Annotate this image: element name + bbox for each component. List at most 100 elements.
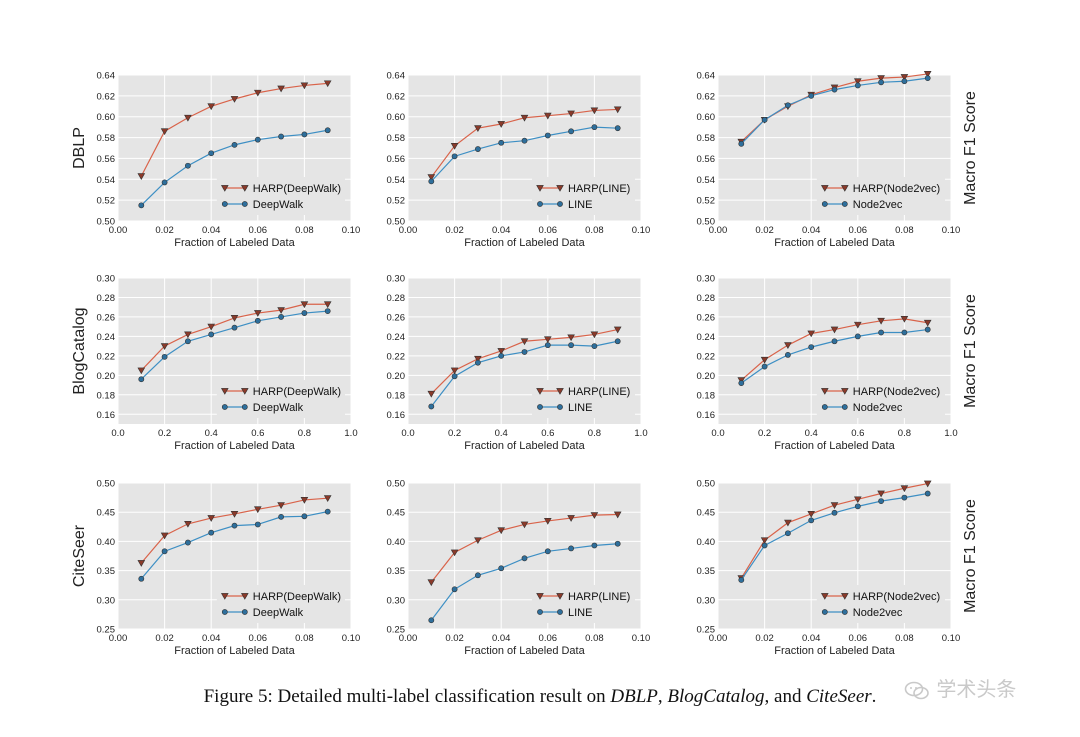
- data-point: [498, 352, 505, 359]
- x-tick-label: 0.00: [399, 633, 418, 644]
- x-tick-label: 0.10: [942, 633, 961, 644]
- y-tick-label: 0.22: [697, 351, 716, 362]
- y-tick-label: 0.30: [697, 595, 716, 606]
- legend-marker: [557, 404, 563, 410]
- data-point: [451, 586, 458, 593]
- data-point: [520, 114, 529, 122]
- data-point: [451, 153, 458, 160]
- data-point: [161, 548, 168, 555]
- data-point: [877, 317, 885, 325]
- figure-caption: Figure 5: Detailed multi-label classific…: [0, 686, 1080, 708]
- legend-label: LINE: [568, 402, 592, 414]
- x-tick-label: 0.2: [158, 428, 171, 439]
- data-point: [324, 127, 331, 134]
- legend-marker: [537, 609, 543, 615]
- data-point: [184, 539, 191, 546]
- legend: HARP(DeepWalk) DeepWalk: [216, 585, 345, 623]
- x-tick-label: 0.10: [342, 225, 361, 236]
- data-point: [808, 344, 815, 351]
- x-tick-label: 1.0: [634, 428, 647, 439]
- legend-marker: [840, 388, 849, 395]
- x-tick-label: 0.8: [898, 428, 911, 439]
- data-point: [520, 338, 529, 346]
- data-point: [137, 560, 146, 567]
- data-point: [591, 542, 598, 549]
- data-point: [138, 575, 145, 582]
- data-point: [300, 82, 309, 90]
- legend-marker: [557, 609, 563, 615]
- y-tick-label: 0.60: [97, 112, 116, 123]
- legend-marker: [240, 593, 249, 600]
- legend-marker: [841, 201, 848, 207]
- data-point: [784, 519, 792, 527]
- data-point: [924, 490, 931, 497]
- chart-panel-6: 0.0 0.2 0.4 0.6 0.8 1.0 0.16 0.18 0.20 0.22 0.24 0.…: [697, 274, 980, 453]
- data-point: [760, 537, 769, 545]
- y-tick-label: 0.58: [387, 133, 406, 144]
- x-tick-label: 0.6: [251, 428, 264, 439]
- x-tick-label: 0.10: [632, 633, 651, 644]
- legend-marker: [820, 388, 829, 395]
- data-point: [184, 114, 192, 122]
- data-point: [450, 549, 459, 557]
- data-point: [924, 326, 931, 333]
- y-tick-label: 0.30: [97, 274, 116, 285]
- x-tick-label: 0.6: [851, 428, 864, 439]
- y-tick-label: 0.62: [697, 91, 716, 102]
- data-point: [900, 315, 909, 323]
- data-point: [254, 136, 261, 143]
- x-tick-label: 1.0: [944, 428, 957, 439]
- data-point: [474, 355, 482, 363]
- legend-label: Node2vec: [853, 402, 903, 414]
- data-point: [427, 579, 436, 587]
- x-tick-label: 0.04: [492, 633, 511, 644]
- legend-marker: [841, 404, 848, 410]
- data-point: [137, 367, 146, 375]
- y-tick-label: 0.35: [697, 566, 716, 577]
- data-point: [497, 348, 506, 355]
- legend-label: Node2vec: [853, 607, 903, 619]
- legend-label: HARP(LINE): [568, 591, 630, 603]
- data-point: [923, 319, 932, 327]
- caption-dataset-blogcatalog: BlogCatalog: [667, 686, 765, 707]
- data-point: [590, 512, 599, 519]
- x-tick-label: 0.4: [805, 428, 818, 439]
- row-label: CiteSeer: [71, 524, 88, 587]
- data-point: [207, 515, 216, 522]
- y-tick-label: 0.50: [387, 479, 406, 490]
- data-point: [428, 403, 435, 410]
- data-point: [160, 343, 169, 350]
- data-point: [761, 542, 768, 549]
- x-tick-label: 0.8: [588, 428, 601, 439]
- data-point: [877, 75, 885, 82]
- x-tick-label: 0.04: [202, 225, 221, 236]
- y-tick-label: 0.56: [697, 154, 716, 165]
- y-tick-label: 0.50: [697, 479, 716, 490]
- data-point: [323, 301, 332, 309]
- y-tick-label: 0.20: [697, 371, 716, 382]
- y-tick-label: 0.24: [97, 332, 116, 343]
- legend-marker: [840, 593, 849, 600]
- legend-label: HARP(Node2vec): [853, 183, 940, 195]
- legend-marker: [221, 404, 228, 410]
- data-point: [498, 139, 505, 146]
- data-point: [568, 342, 574, 349]
- data-point: [300, 497, 309, 504]
- legend-label: HARP(LINE): [568, 183, 630, 195]
- data-point: [785, 530, 791, 537]
- data-point: [278, 513, 284, 520]
- figure-grid: 0.00 0.02 0.04 0.06 0.08 0.10 0.50 0.52 0.54 0.56…: [71, 71, 980, 658]
- data-point: [760, 356, 769, 364]
- y-tick-label: 0.52: [697, 196, 716, 207]
- data-point: [567, 334, 575, 342]
- y-tick-label: 0.22: [387, 351, 406, 362]
- caption-dataset-citeseer: CiteSeer: [806, 686, 872, 707]
- y-tick-label: 0.30: [387, 274, 406, 285]
- y-tick-label: 0.30: [97, 595, 116, 606]
- data-point: [300, 301, 309, 309]
- x-tick-label: 0.02: [445, 633, 464, 644]
- data-point: [498, 565, 505, 572]
- x-tick-label: 0.02: [155, 633, 174, 644]
- x-tick-label: 0.04: [202, 633, 221, 644]
- data-point: [451, 373, 458, 380]
